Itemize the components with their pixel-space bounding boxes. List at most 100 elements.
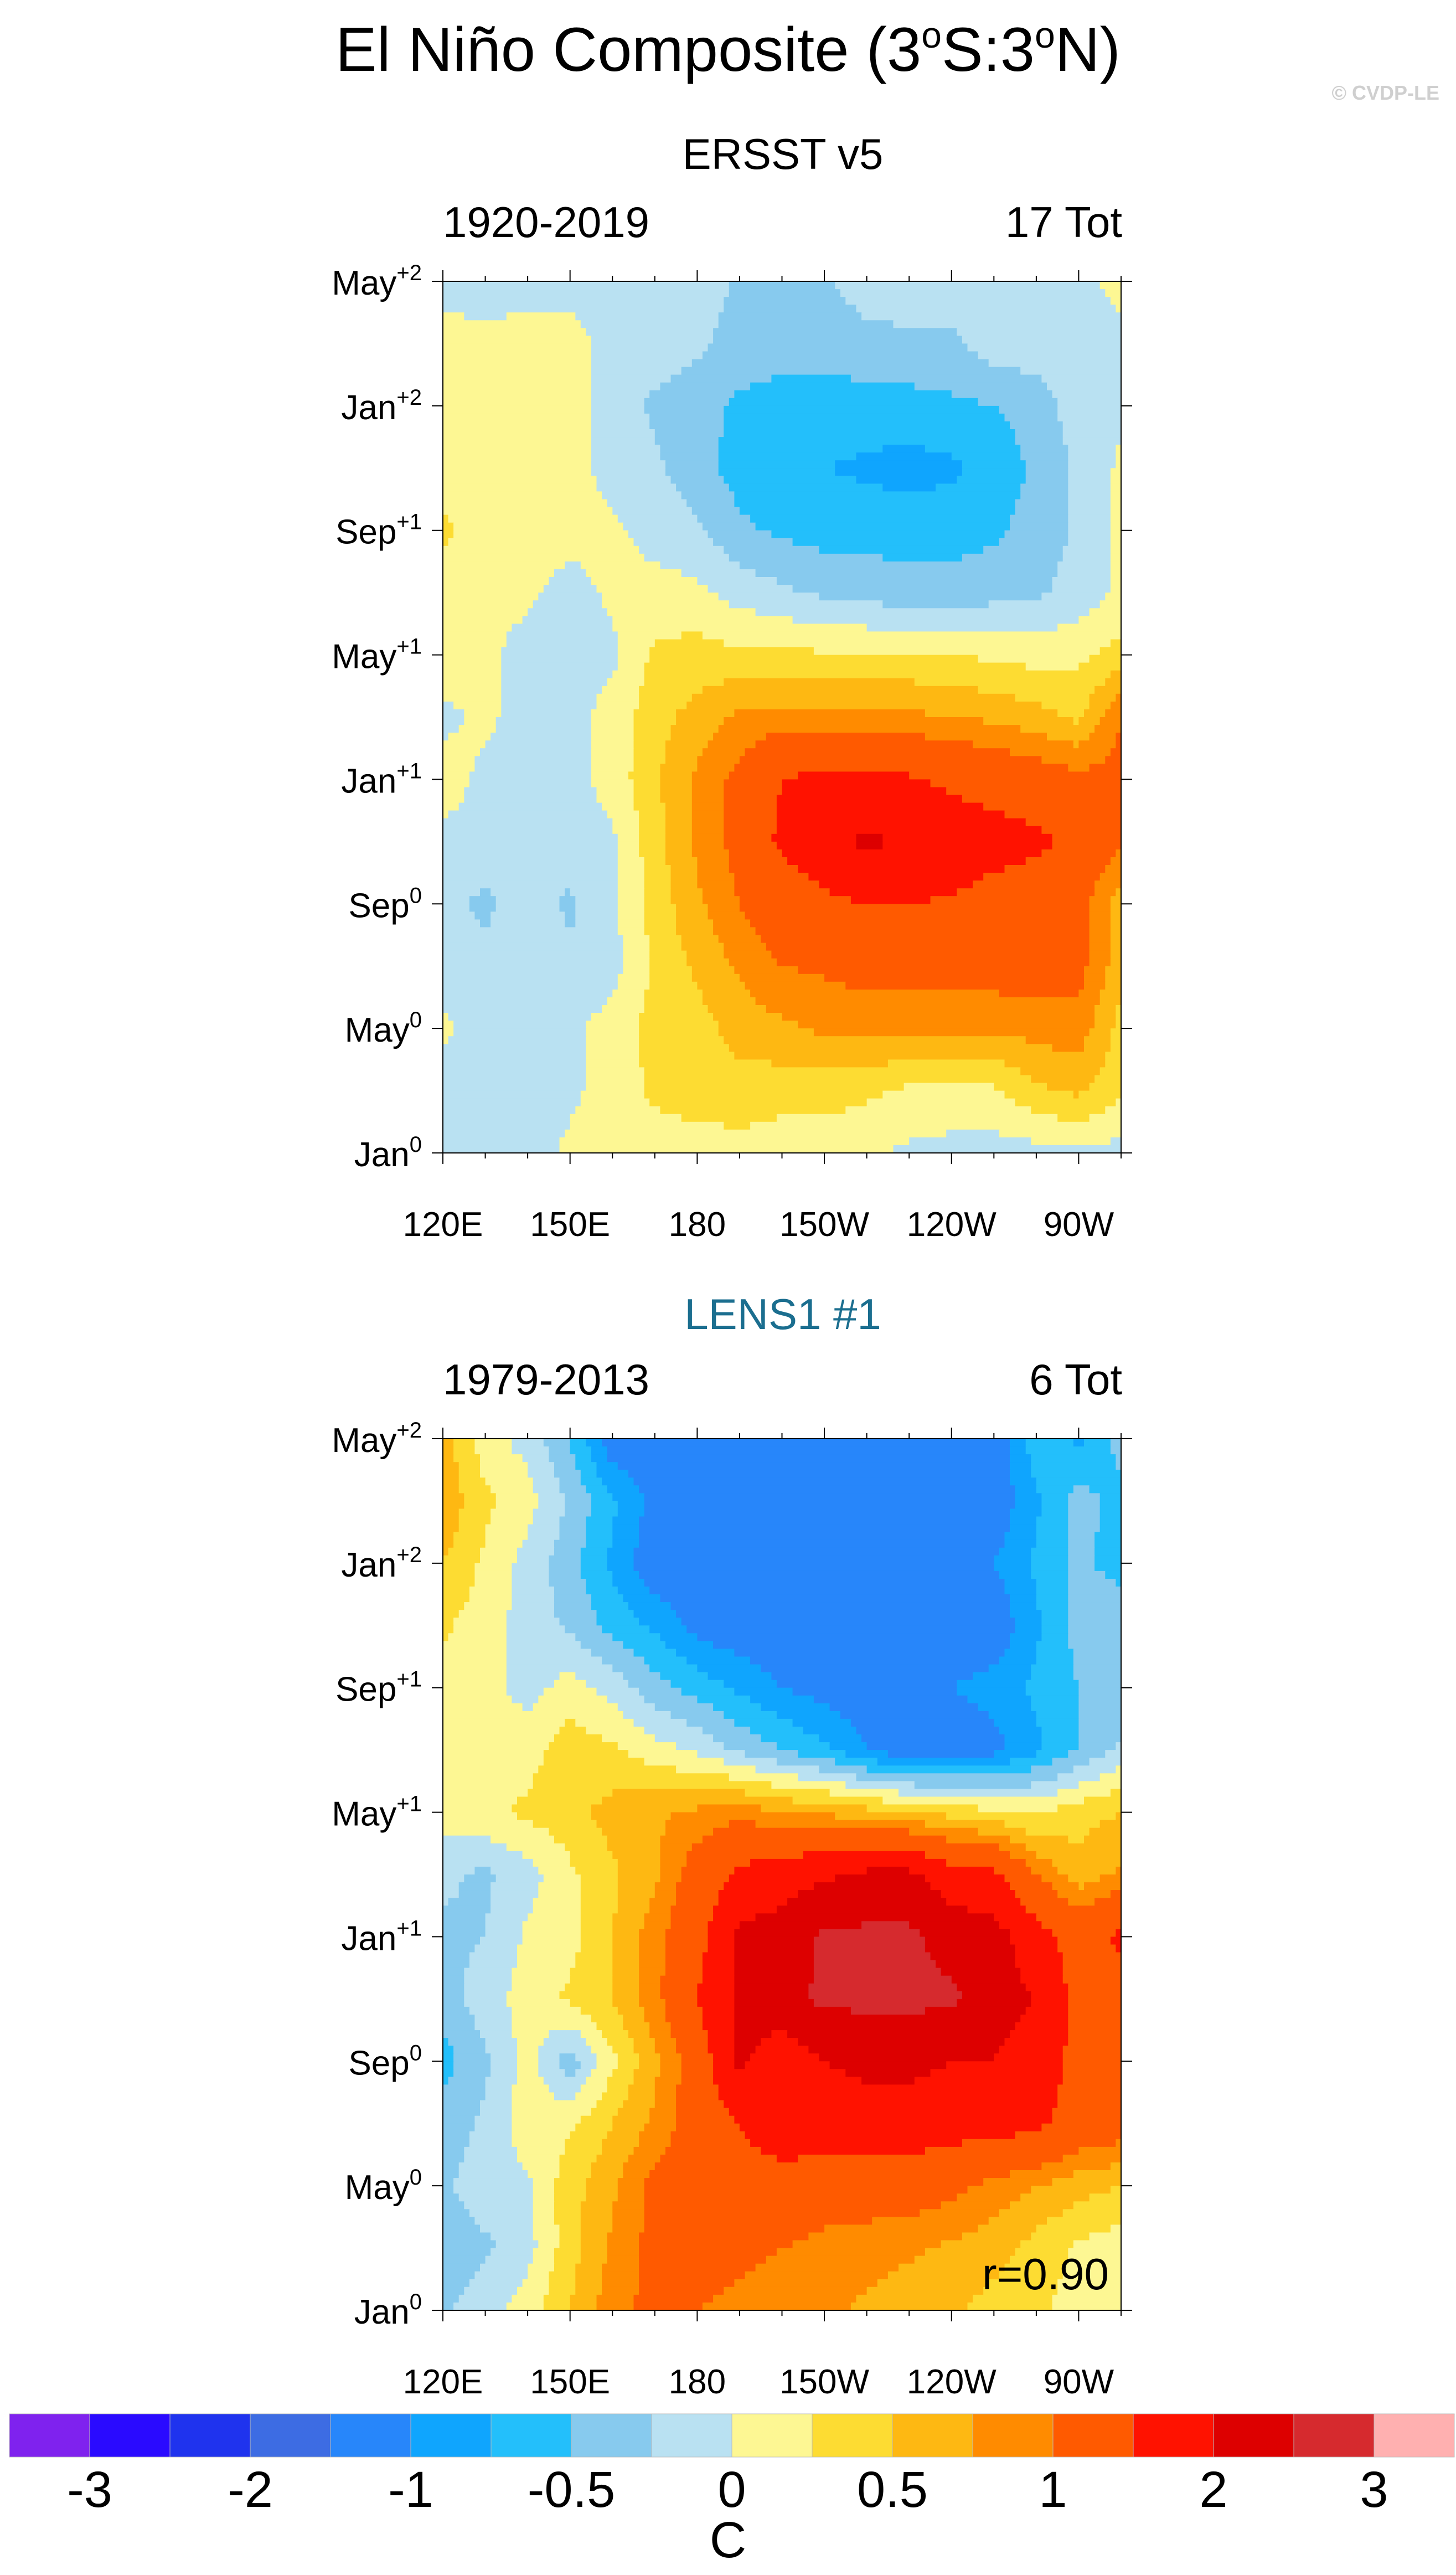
contour-fill — [448, 1547, 481, 1556]
contour-fill — [649, 655, 979, 663]
contour-fill — [443, 624, 513, 632]
contour-fill — [681, 491, 735, 500]
contour-fill — [724, 305, 857, 313]
contour-fill — [1110, 2186, 1122, 2194]
contour-fill — [633, 1718, 687, 1727]
y-tick-month: Sep — [348, 887, 409, 925]
contour-fill — [1057, 2286, 1122, 2295]
contour-fill — [612, 1579, 645, 1587]
contour-fill — [617, 1703, 655, 1712]
contour-fill — [660, 2069, 682, 2078]
contour-fill — [453, 1439, 476, 1447]
contour-fill — [443, 919, 481, 928]
contour-fill — [676, 2038, 709, 2046]
contour-fill — [491, 1508, 534, 1517]
contour-fill — [443, 600, 534, 609]
contour-fill — [776, 1680, 958, 1688]
contour-fill — [1041, 756, 1106, 765]
contour-fill — [691, 359, 989, 368]
contour-fill — [713, 336, 963, 344]
contour-fill — [443, 468, 592, 477]
contour-fill — [909, 1921, 1000, 1930]
contour-fill — [670, 873, 698, 881]
contour-fill — [1015, 499, 1069, 508]
colorbar-swatch — [1213, 2413, 1294, 2458]
contour-fill — [686, 1625, 1016, 1634]
contour-fill — [925, 2146, 1080, 2155]
contour-fill — [1004, 810, 1122, 819]
contour-fill — [443, 569, 555, 578]
contour-fill — [586, 2186, 618, 2194]
contour-fill — [676, 2115, 735, 2124]
contour-fill — [639, 686, 703, 694]
contour-fill — [771, 374, 851, 383]
contour-fill — [596, 1618, 639, 1626]
contour-fill — [538, 1866, 576, 1875]
contour-fill — [787, 857, 1026, 866]
contour-fill — [443, 1516, 459, 1525]
contour-fill — [617, 919, 645, 928]
contour-fill — [761, 935, 1090, 944]
contour-fill — [649, 1625, 687, 1634]
contour-fill — [724, 413, 1005, 422]
contour-fill — [1010, 1851, 1037, 1860]
contour-fill — [565, 1508, 592, 1517]
contour-fill — [596, 2294, 634, 2303]
contour-fill — [850, 374, 1042, 383]
x-tick-label: 180 — [669, 1206, 726, 1244]
contour-fill — [443, 1882, 459, 1891]
contour-fill — [596, 476, 672, 485]
contour-fill — [1068, 1587, 1122, 1595]
contour-fill — [973, 1672, 1032, 1681]
contour-fill — [750, 2139, 963, 2147]
colorbar-swatch — [1133, 2413, 1214, 2458]
contour-fill — [617, 514, 698, 523]
contour-fill — [654, 1734, 714, 1743]
contour-fill — [861, 312, 1122, 321]
contour-fill — [1068, 514, 1111, 523]
contour-fill — [1025, 1680, 1080, 1688]
contour-fill — [453, 1532, 486, 1541]
y-tick-label: Jan0 — [354, 1132, 422, 1174]
contour-fill — [575, 2279, 602, 2288]
contour-fill — [575, 1952, 613, 1961]
contour-fill — [724, 833, 772, 842]
contour-fill — [750, 1858, 947, 1867]
contour-fill — [464, 1991, 507, 2000]
contour-fill — [771, 833, 857, 842]
contour-fill — [591, 748, 634, 757]
contour-fill — [448, 2038, 486, 2046]
contour-fill — [591, 1649, 634, 1657]
contour-fill — [670, 2030, 709, 2038]
contour-fill — [644, 1005, 709, 1013]
contour-fill — [702, 631, 1122, 640]
contour-fill — [491, 1898, 534, 1907]
contour-fill — [660, 1672, 709, 1681]
contour-fill — [443, 662, 502, 671]
contour-fill — [750, 1727, 804, 1735]
contour-fill — [591, 413, 650, 422]
contour-fill — [464, 1493, 497, 1502]
contour-fill — [1094, 888, 1117, 897]
contour-fill — [999, 1843, 1026, 1852]
contour-fill — [1110, 701, 1122, 710]
contour-fill — [448, 1036, 587, 1045]
contour-fill — [443, 1098, 581, 1107]
contour-fill — [1031, 1570, 1069, 1579]
contour-fill — [639, 1944, 666, 1953]
contour-fill — [1041, 2123, 1122, 2132]
contour-fill — [665, 1952, 703, 1961]
contour-fill — [973, 880, 1095, 889]
contour-fill — [1116, 460, 1122, 469]
contour-fill — [1068, 1618, 1122, 1626]
contour-fill — [930, 1952, 1016, 1961]
contour-fill — [1078, 1882, 1085, 1891]
contour-fill — [533, 2248, 555, 2257]
contour-fill — [697, 1991, 735, 2000]
contour-fill — [750, 1695, 814, 1704]
contour-fill — [1089, 927, 1111, 936]
contour-fill — [1025, 857, 1111, 866]
contour-fill — [697, 1983, 735, 1992]
contour-fill — [469, 2279, 523, 2288]
contour-fill — [538, 1493, 565, 1502]
